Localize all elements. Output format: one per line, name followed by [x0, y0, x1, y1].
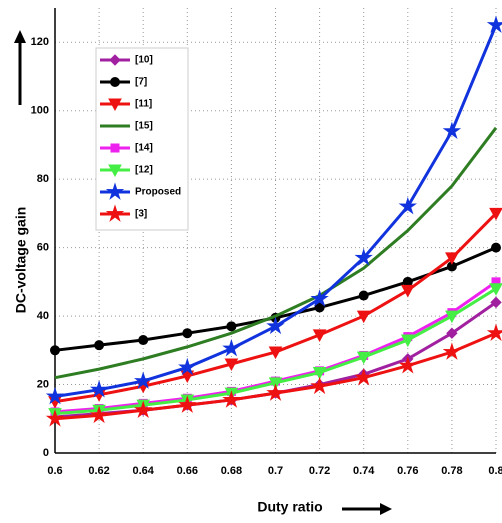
marker	[134, 371, 153, 389]
legend-label: [12]	[135, 165, 153, 176]
x-tick-label: 0.6	[47, 465, 62, 477]
marker	[489, 283, 502, 296]
y-arrow-head	[14, 30, 26, 43]
x-tick-label: 0.76	[397, 465, 418, 477]
x-tick-label: 0.72	[309, 465, 330, 477]
marker	[138, 335, 149, 346]
marker	[268, 377, 283, 390]
marker	[89, 405, 109, 424]
legend-label: [3]	[135, 209, 147, 220]
marker	[94, 340, 105, 351]
y-tick-label: 120	[31, 36, 49, 48]
marker	[442, 121, 462, 140]
marker	[400, 334, 415, 348]
marker	[314, 302, 325, 313]
marker	[50, 345, 60, 356]
series-line	[54, 246, 497, 352]
marker	[178, 395, 197, 413]
legend-label: [15]	[135, 121, 153, 132]
y-axis-label: DC-voltage gain	[13, 207, 29, 314]
marker	[356, 310, 371, 324]
axis-labels: Duty ratio DC-voltage gain	[13, 30, 392, 515]
series-line	[54, 212, 498, 404]
marker	[182, 328, 193, 339]
marker	[222, 338, 241, 357]
marker	[134, 400, 153, 419]
marker	[105, 182, 125, 200]
marker	[354, 368, 373, 386]
marker	[398, 196, 417, 215]
marker	[312, 329, 327, 342]
x-tick-label: 0.78	[441, 465, 462, 477]
marker	[490, 296, 502, 309]
legend-label: [10]	[135, 55, 153, 66]
x-arrow-head	[380, 503, 392, 515]
x-tick-label: 0.66	[177, 465, 198, 477]
legend-label: [11]	[135, 99, 152, 110]
marker	[445, 310, 459, 324]
marker	[400, 284, 415, 298]
legend-label: Proposed	[135, 187, 181, 198]
marker	[446, 327, 458, 339]
marker	[310, 289, 329, 307]
legend-label: [14]	[135, 143, 153, 154]
legend-box	[95, 47, 189, 231]
x-tick-label: 0.8	[488, 465, 502, 477]
x-tick-label: 0.7	[268, 465, 283, 477]
marker	[110, 143, 120, 153]
marker	[178, 357, 197, 376]
legend: [10] [7] [11] [15] [14] [12] Proposed [3]	[95, 47, 189, 231]
y-tick-label: 80	[37, 173, 49, 185]
x-tick-label: 0.62	[88, 465, 109, 477]
y-tick-label: 40	[37, 310, 49, 322]
x-tick-label: 0.68	[221, 465, 242, 477]
marker	[358, 290, 369, 301]
marker	[489, 207, 502, 221]
marker	[222, 390, 241, 408]
marker	[442, 342, 462, 360]
x-tick-label: 0.64	[132, 465, 154, 477]
series-line	[54, 126, 498, 380]
marker	[354, 248, 373, 266]
marker	[110, 77, 120, 87]
marker	[45, 409, 65, 427]
marker	[108, 98, 122, 112]
marker	[398, 356, 417, 374]
marker	[312, 367, 327, 380]
marker	[491, 242, 501, 253]
y-tick-label: 0	[43, 447, 49, 459]
marker	[105, 204, 125, 222]
marker	[445, 252, 459, 265]
y-tick-label: 20	[37, 378, 49, 390]
marker	[266, 383, 285, 401]
marker	[266, 316, 285, 335]
marker	[356, 351, 371, 365]
legend-label: [7]	[135, 77, 147, 88]
marker	[89, 380, 109, 398]
marker	[486, 323, 502, 342]
y-tick-label: 100	[31, 105, 49, 117]
marker	[226, 321, 237, 332]
marker	[224, 358, 239, 372]
y-tick-label: 60	[37, 242, 49, 254]
x-axis-label: Duty ratio	[257, 499, 322, 515]
marker	[310, 376, 329, 395]
marker	[268, 346, 283, 360]
marker	[45, 386, 65, 405]
marker	[108, 164, 122, 178]
x-tick-label: 0.74	[353, 465, 375, 477]
marker	[109, 54, 121, 66]
